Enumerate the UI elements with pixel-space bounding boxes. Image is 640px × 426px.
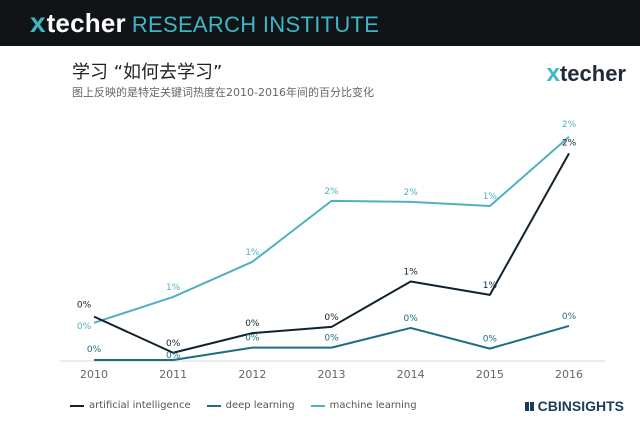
data-label-ai: 0% <box>324 313 339 323</box>
data-label-ai: 1% <box>404 267 419 277</box>
brand-logo: x techer RESEARCH INSTITUTE <box>30 7 379 39</box>
cbinsights-logo: CBINSIGHTS <box>524 398 624 414</box>
data-label-ai: 2% <box>562 138 577 148</box>
brand-subtitle: RESEARCH INSTITUTE <box>131 12 380 37</box>
x-tick-label: 2012 <box>238 368 266 381</box>
legend: artificial intelligence deep learning ma… <box>70 400 417 411</box>
logo-name: techer <box>559 61 626 86</box>
x-tick-label: 2014 <box>397 368 425 381</box>
legend-swatch-dl <box>206 404 221 407</box>
data-label-ml: 2% <box>404 188 419 198</box>
logo-x-mark: x <box>546 60 560 87</box>
data-label-dl: 0% <box>483 335 498 345</box>
data-label-dl: 0% <box>404 314 419 324</box>
header-bar: x techer RESEARCH INSTITUTE <box>0 0 640 46</box>
data-label-ai: 0% <box>77 301 92 311</box>
data-label-dl: 0% <box>562 312 577 322</box>
cbinsights-icon <box>524 401 534 411</box>
data-label-ml: 1% <box>166 283 181 293</box>
data-label-ai: 0% <box>166 339 181 349</box>
legend-item-ai: artificial intelligence <box>70 400 191 411</box>
x-tick-label: 2010 <box>80 368 108 381</box>
legend-item-ml: machine learning <box>310 400 417 411</box>
data-label-dl: 0% <box>245 334 260 344</box>
data-label-ml: 2% <box>562 120 577 130</box>
brand-name: techer <box>46 8 126 38</box>
data-label-dl: 0% <box>166 351 181 361</box>
techer-logo: x techer <box>547 60 626 88</box>
data-label-dl: 0% <box>87 345 102 355</box>
legend-label-ai: artificial intelligence <box>89 400 191 411</box>
cbinsights-text: CBINSIGHTS <box>537 398 624 414</box>
brand-x-mark: x <box>30 7 46 38</box>
x-tick-label: 2011 <box>159 368 187 381</box>
data-label-dl: 0% <box>324 334 339 344</box>
data-label-ml: 2% <box>324 187 339 197</box>
data-label-ai: 1% <box>483 281 498 291</box>
legend-item-dl: deep learning <box>206 400 295 411</box>
legend-swatch-ml <box>310 404 325 407</box>
data-label-ai: 0% <box>245 319 260 329</box>
legend-label-ml: machine learning <box>329 400 417 411</box>
data-label-ml: 0% <box>77 322 92 332</box>
x-tick-label: 2016 <box>555 368 583 381</box>
series-line-ai <box>93 152 570 354</box>
x-tick-label: 2015 <box>476 368 504 381</box>
chart-title: 学习 “如何去学习” <box>72 62 223 83</box>
legend-label-dl: deep learning <box>225 400 295 411</box>
x-tick-label: 2013 <box>318 368 346 381</box>
series-line-ml <box>93 136 570 324</box>
series-line-dl <box>94 324 570 361</box>
chart-subtitle: 图上反映的是特定关键词热度在2010-2016年间的百分比变化 <box>72 86 374 99</box>
data-label-ml: 1% <box>483 192 498 202</box>
data-label-ml: 1% <box>245 248 260 258</box>
legend-swatch-ai <box>70 404 84 407</box>
